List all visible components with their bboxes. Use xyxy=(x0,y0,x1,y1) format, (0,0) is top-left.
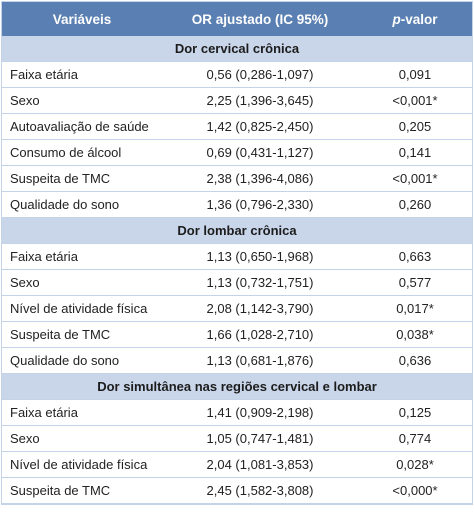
cell: <0,000* xyxy=(392,483,438,498)
cell: 2,45 (1,582-3,808) xyxy=(206,483,314,498)
cell: 2,08 (1,142-3,790) xyxy=(206,301,314,316)
cell: Autoavaliação de saúde xyxy=(10,119,149,134)
cell: Qualidade do sono xyxy=(10,353,120,368)
cell: 2,38 (1,396-4,086) xyxy=(206,171,314,186)
cell: Suspeita de TMC xyxy=(10,171,111,186)
data-row: Suspeita de TMC 1,66 (1,028-2,710) 0,038* xyxy=(2,322,472,348)
cell: 0,028* xyxy=(396,457,434,472)
cell: 0,125 xyxy=(398,405,432,420)
cell: 1,05 (0,747-1,481) xyxy=(206,431,314,446)
cell: <0,001* xyxy=(392,93,438,108)
cell: Faixa etária xyxy=(10,67,78,82)
data-row: Qualidade do sono 1,36 (0,796-2,330) 0,260 xyxy=(2,192,472,218)
cell: 1,13 (0,650-1,968) xyxy=(206,249,314,264)
data-row: Qualidade do sono 1,13 (0,681-1,876) 0,636 xyxy=(2,348,472,374)
cell: Consumo de álcool xyxy=(10,145,122,160)
cell: Sexo xyxy=(10,93,40,108)
header-text: -valor xyxy=(400,11,438,27)
cell: 1,41 (0,909-2,198) xyxy=(206,405,314,420)
cell: 0,141 xyxy=(398,145,432,160)
cell: 1,13 (0,681-1,876) xyxy=(206,353,314,368)
data-row: Sexo 1,05 (0,747-1,481) 0,774 xyxy=(2,426,472,452)
cell: Faixa etária xyxy=(10,249,78,264)
cell: Suspeita de TMC xyxy=(10,483,111,498)
data-row: Autoavaliação de saúde 1,42 (0,825-2,450)… xyxy=(2,114,472,140)
cell: <0,001* xyxy=(392,171,438,186)
data-row: Sexo 1,13 (0,732-1,751) 0,577 xyxy=(2,270,472,296)
cell: Qualidade do sono xyxy=(10,197,120,212)
cell: 0,577 xyxy=(398,275,432,290)
data-row: Sexo 2,25 (1,396-3,645) <0,001* xyxy=(2,88,472,114)
cell: 0,038* xyxy=(396,327,434,342)
data-row: Faixa etária 1,13 (0,650-1,968) 0,663 xyxy=(2,244,472,270)
cell: 0,56 (0,286-1,097) xyxy=(206,67,314,82)
header-cell: Variáveis xyxy=(52,11,112,27)
cell: 1,36 (0,796-2,330) xyxy=(206,197,314,212)
section-row: Dor lombar crônica xyxy=(2,218,472,244)
data-row: Faixa etária 1,41 (0,909-2,198) 0,125 xyxy=(2,400,472,426)
data-row: Faixa etária 0,56 (0,286-1,097) 0,091 xyxy=(2,62,472,88)
cell: 2,25 (1,396-3,645) xyxy=(206,93,314,108)
data-row: Nível de atividade física 2,04 (1,081-3,8… xyxy=(2,452,472,478)
header-cell: p-valor xyxy=(358,12,472,27)
cell: Suspeita de TMC xyxy=(10,327,111,342)
cell: 0,260 xyxy=(398,197,432,212)
cell: Sexo xyxy=(10,275,40,290)
cell: 0,774 xyxy=(398,431,432,446)
section-row: Dor cervical crônica xyxy=(2,36,472,62)
cell: Sexo xyxy=(10,431,40,446)
data-row: Suspeita de TMC 2,38 (1,396-4,086) <0,001* xyxy=(2,166,472,192)
cell: 0,017* xyxy=(396,301,434,316)
header-cell: OR ajustado (IC 95%) xyxy=(191,11,329,27)
header-row: Variáveis OR ajustado (IC 95%) p-valor xyxy=(2,2,472,36)
cell: 0,663 xyxy=(398,249,432,264)
cell: 0,69 (0,431-1,127) xyxy=(206,145,314,160)
cell: 1,42 (0,825-2,450) xyxy=(206,119,314,134)
cell: 0,091 xyxy=(398,67,432,82)
table: Variáveis OR ajustado (IC 95%) p-valor D… xyxy=(1,1,473,505)
header-italic: p xyxy=(392,11,401,27)
cell: Nível de atividade física xyxy=(10,301,148,316)
cell: 1,13 (0,732-1,751) xyxy=(206,275,314,290)
cell: Nível de atividade física xyxy=(10,457,148,472)
cell: 2,04 (1,081-3,853) xyxy=(206,457,314,472)
data-row: Nível de atividade física 2,08 (1,142-3,7… xyxy=(2,296,472,322)
cell: 0,636 xyxy=(398,353,432,368)
data-row: Consumo de álcool 0,69 (0,431-1,127) 0,141 xyxy=(2,140,472,166)
section-row: Dor simultânea nas regiões cervical e lo… xyxy=(2,374,472,400)
cell: 0,205 xyxy=(398,119,432,134)
cell: Faixa etária xyxy=(10,405,78,420)
data-row: Suspeita de TMC 2,45 (1,582-3,808) <0,000* xyxy=(2,478,472,504)
cell: 1,66 (1,028-2,710) xyxy=(206,327,314,342)
